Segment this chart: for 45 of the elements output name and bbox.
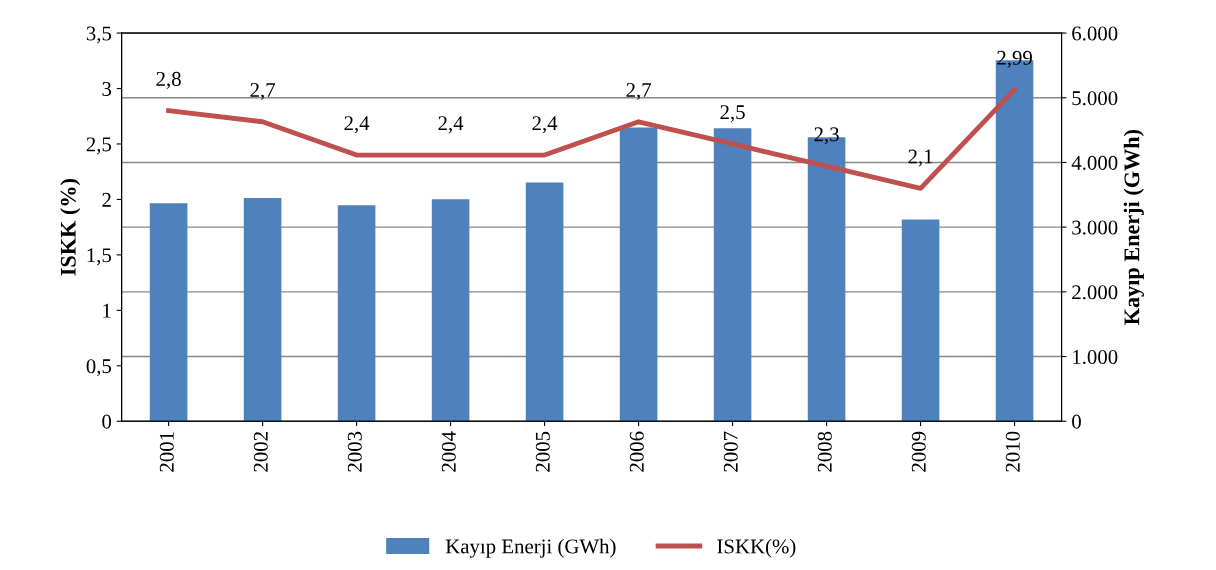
y-tick-label: 0,5	[86, 359, 112, 377]
x-tick-label: 2006	[629, 431, 644, 472]
data-label: 2,8	[156, 71, 181, 89]
y-tick-label: 3,5	[86, 26, 112, 44]
x-tick-label: 2001	[159, 432, 174, 472]
y-tick-label: 3	[102, 81, 112, 96]
x-tick-label: 2004	[441, 431, 456, 472]
y2-axis-title: Kayıp Enerji (GWh)	[1123, 129, 1144, 325]
x-tick-label: 2008	[817, 431, 832, 472]
legend-label: Kayıp Enerji (GWh)	[445, 538, 616, 558]
data-label: 2,5	[720, 105, 745, 123]
legend-label: ISKK(%)	[717, 538, 796, 558]
y-tick-label: 1,5	[87, 248, 112, 266]
y2-tick-label: 5.000	[1072, 91, 1118, 106]
x-tick-label: 2003	[347, 431, 362, 472]
x-tick-label: 2009	[911, 431, 926, 472]
data-label: 2,4	[438, 116, 464, 134]
bar	[431, 199, 470, 422]
y-tick-label: 2	[102, 192, 111, 207]
y-tick-label: 0	[102, 414, 112, 429]
y2-tick-label: 6.000	[1072, 26, 1118, 41]
data-label: 2,7	[250, 82, 276, 100]
x-tick-label: 2007	[723, 431, 738, 472]
data-label: 2,4	[344, 116, 370, 134]
y2-tick-label: 3.000	[1072, 220, 1118, 235]
x-tick-label: 2002	[253, 432, 268, 472]
data-label: 2,7	[626, 82, 651, 100]
bar	[243, 198, 282, 422]
bar	[149, 203, 188, 422]
y-tick-label: 1	[103, 303, 111, 318]
x-tick-label: 2010	[1005, 431, 1020, 472]
bar	[901, 219, 940, 422]
y-axis-title: ISKK (%)	[60, 179, 81, 276]
data-label: 2,1	[908, 149, 933, 167]
y2-tick-label: 0	[1072, 414, 1081, 429]
data-label: 2,4	[532, 116, 558, 134]
y-tick-label: 2,5	[86, 137, 112, 155]
y2-tick-label: 1.000	[1073, 349, 1118, 365]
x-tick-label: 2005	[535, 431, 550, 472]
bar	[619, 127, 658, 422]
y2-tick-label: 2.000	[1072, 285, 1118, 300]
y2-tick-label: 4.000	[1071, 155, 1118, 170]
bar	[337, 205, 376, 422]
bar	[713, 128, 752, 422]
bar	[525, 182, 564, 422]
